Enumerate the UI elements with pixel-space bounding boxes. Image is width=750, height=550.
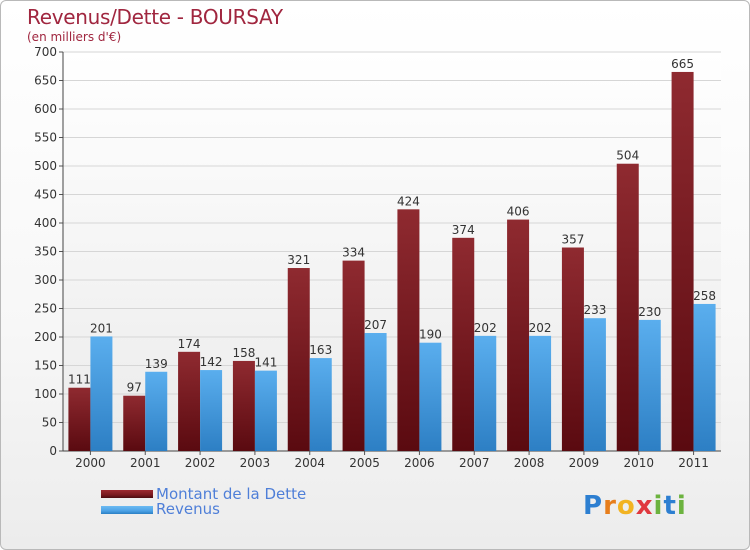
- y-tick-label: 50: [42, 416, 57, 430]
- data-label-dette: 374: [452, 223, 475, 237]
- x-tick-label: 2011: [678, 456, 709, 470]
- data-label-dette: 665: [671, 57, 694, 71]
- bar-dette: [561, 247, 584, 451]
- bar-revenus: [309, 358, 332, 451]
- data-label-dette: 158: [232, 346, 255, 360]
- x-tick-label: 2010: [623, 456, 654, 470]
- data-label-dette: 97: [127, 381, 142, 395]
- x-tick-label: 2008: [514, 456, 545, 470]
- y-tick-label: 600: [34, 102, 57, 116]
- y-tick-label: 450: [34, 188, 57, 202]
- y-tick-label: 300: [34, 273, 57, 287]
- legend-swatch-revenus: [101, 506, 153, 514]
- legend-swatch-dette: [101, 490, 153, 498]
- data-label-revenus: 190: [419, 328, 442, 342]
- data-label-dette: 424: [397, 194, 420, 208]
- x-tick-label: 2004: [294, 456, 325, 470]
- data-label-revenus: 207: [364, 318, 387, 332]
- legend-label-revenus: Revenus: [156, 500, 220, 518]
- x-tick-label: 2009: [569, 456, 600, 470]
- bar-dette: [68, 387, 91, 451]
- data-label-revenus: 139: [145, 357, 168, 371]
- bar-revenus: [90, 336, 113, 451]
- data-label-dette: 174: [178, 337, 201, 351]
- x-tick-label: 2003: [240, 456, 271, 470]
- bar-dette: [178, 351, 201, 451]
- x-tick-label: 2005: [349, 456, 380, 470]
- bar-revenus: [693, 303, 716, 451]
- data-label-revenus: 141: [254, 356, 277, 370]
- y-tick-label: 250: [34, 302, 57, 316]
- x-tick-label: 2006: [404, 456, 435, 470]
- proxiti-logo: Proxiti: [583, 491, 687, 521]
- data-label-revenus: 233: [583, 303, 606, 317]
- chart-subtitle: (en milliers d'€): [27, 30, 122, 44]
- bar-revenus: [364, 333, 387, 451]
- bar-revenus: [145, 371, 168, 451]
- data-label-revenus: 201: [90, 321, 113, 335]
- bar-dette: [616, 163, 639, 451]
- legend-label-dette: Montant de la Dette: [156, 485, 307, 503]
- data-label-revenus: 202: [529, 321, 552, 335]
- bar-dette: [671, 71, 694, 451]
- y-tick-label: 650: [34, 74, 57, 88]
- data-label-dette: 111: [68, 373, 91, 387]
- bar-revenus: [638, 319, 661, 451]
- bar-revenus: [419, 342, 442, 451]
- y-tick-label: 400: [34, 216, 57, 230]
- bar-dette: [342, 260, 365, 451]
- data-label-revenus: 202: [474, 321, 497, 335]
- bar-dette: [123, 395, 146, 451]
- data-label-dette: 504: [616, 149, 639, 163]
- y-tick-label: 550: [34, 131, 57, 145]
- chart-title: Revenus/Dette - BOURSAY: [27, 5, 283, 29]
- data-label-revenus: 230: [638, 305, 661, 319]
- data-label-revenus: 142: [200, 355, 223, 369]
- bar-revenus: [583, 318, 606, 451]
- y-tick-label: 500: [34, 159, 57, 173]
- bar-dette: [287, 268, 310, 451]
- data-label-dette: 321: [287, 253, 310, 267]
- x-tick-label: 2000: [75, 456, 106, 470]
- bar-revenus: [529, 335, 552, 451]
- bar-dette: [397, 209, 420, 451]
- y-tick-label: 100: [34, 387, 57, 401]
- bar-revenus: [200, 370, 223, 451]
- bar-dette: [507, 219, 530, 451]
- y-tick-label: 700: [34, 45, 57, 59]
- x-tick-label: 2001: [130, 456, 161, 470]
- y-tick-label: 0: [49, 444, 57, 458]
- data-label-dette: 357: [561, 233, 584, 247]
- y-tick-label: 200: [34, 330, 57, 344]
- x-tick-label: 2007: [459, 456, 490, 470]
- bar-dette: [232, 360, 255, 451]
- data-label-revenus: 163: [309, 343, 332, 357]
- bar-revenus: [254, 370, 277, 451]
- bar-revenus: [474, 335, 497, 451]
- bar-dette: [452, 237, 475, 451]
- data-label-dette: 406: [507, 205, 530, 219]
- data-label-dette: 334: [342, 246, 365, 260]
- data-label-revenus: 258: [693, 289, 716, 303]
- y-tick-label: 350: [34, 245, 57, 259]
- x-tick-label: 2002: [185, 456, 216, 470]
- y-tick-label: 150: [34, 359, 57, 373]
